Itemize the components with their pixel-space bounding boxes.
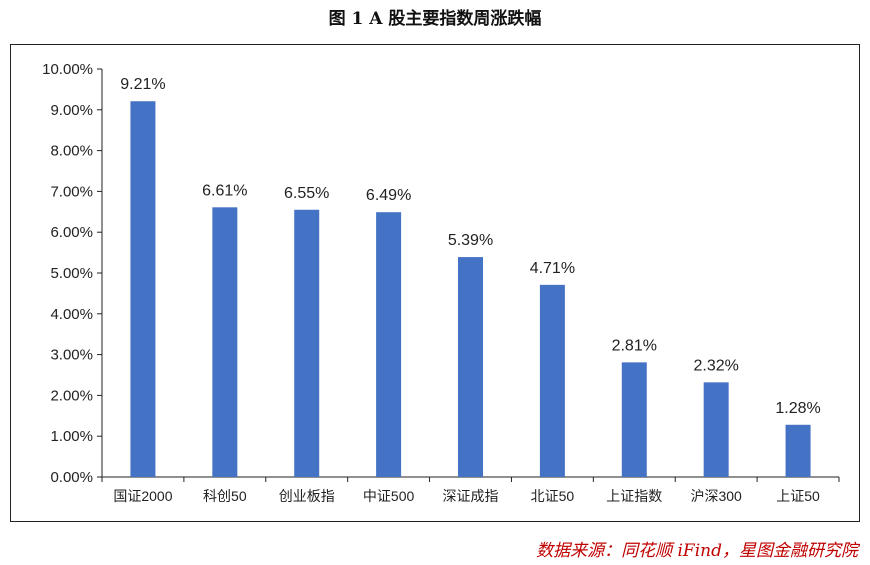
bar: [458, 257, 483, 477]
category-label: 上证指数: [606, 488, 662, 504]
data-label: 5.39%: [448, 232, 493, 249]
bar: [539, 284, 565, 477]
y-tick-label: 8.00%: [50, 143, 93, 160]
y-tick-label: 9.00%: [50, 102, 93, 119]
data-label: 9.21%: [120, 76, 165, 93]
y-tick-label: 1.00%: [50, 428, 93, 445]
category-label: 国证2000: [113, 488, 172, 504]
data-label: 6.61%: [202, 182, 247, 199]
bar: [130, 101, 156, 477]
category-label: 中证500: [363, 488, 415, 504]
y-tick-label: 10.00%: [42, 61, 93, 78]
category-label: 深证成指: [443, 488, 499, 504]
bar-chart: 0.00% 1.00% 2.00% 3.00% 4.00% 5.00% 6.00% 7.00%…: [42, 61, 840, 504]
y-tick-label: 3.00%: [50, 347, 93, 364]
chart-frame: 0.00% 1.00% 2.00% 3.00% 4.00% 5.00% 6.00% 7.00%…: [10, 44, 860, 522]
y-tick-label: 6.00%: [50, 224, 93, 241]
category-label: 创业板指: [279, 488, 335, 504]
data-label: 4.71%: [530, 260, 575, 277]
bar: [621, 362, 647, 477]
category-label: 上证50: [776, 488, 820, 504]
category-label: 沪深300: [690, 488, 742, 504]
data-label: 6.55%: [284, 185, 329, 202]
bar: [212, 207, 238, 477]
data-label: 2.81%: [612, 337, 657, 354]
y-tick-label: 7.00%: [50, 183, 93, 200]
bar: [294, 209, 320, 477]
y-tick-label: 2.00%: [50, 387, 93, 404]
figure-title: 图 1 A 股主要指数周涨跌幅: [328, 9, 542, 29]
source-note: 数据来源：同花顺 iFind，星图金融研究院: [536, 541, 858, 561]
category-label: 北证50: [531, 488, 575, 504]
data-label: 6.49%: [366, 187, 411, 204]
y-tick-label: 0.00%: [50, 469, 93, 486]
bar: [785, 424, 811, 477]
data-label: 2.32%: [693, 357, 738, 374]
y-tick-label: 5.00%: [50, 265, 93, 282]
bar: [703, 382, 729, 477]
bar: [376, 212, 402, 477]
category-label: 科创50: [203, 488, 247, 504]
y-tick-label: 4.00%: [50, 306, 93, 323]
data-label: 1.28%: [775, 400, 820, 417]
